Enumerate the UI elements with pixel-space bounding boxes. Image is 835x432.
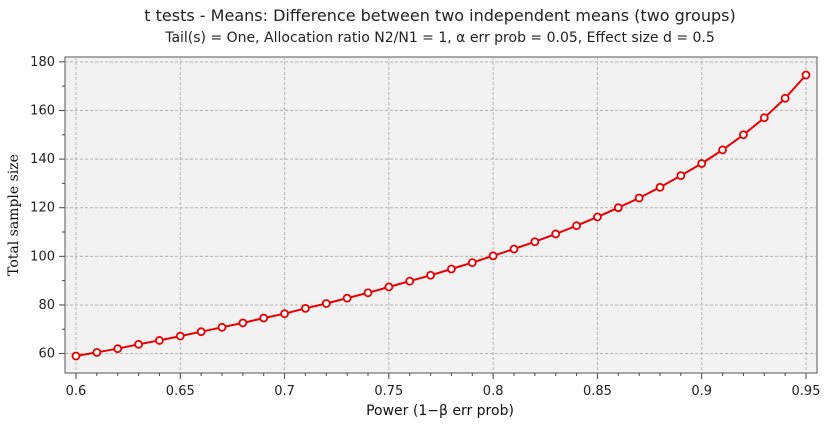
- data-point: [259, 313, 269, 323]
- x-tick-label: 0.75: [374, 384, 403, 399]
- x-tick-label: 0.7: [274, 384, 295, 399]
- y-tick-labels: 60 80 100 120 140 160 180: [30, 55, 55, 362]
- data-point: [196, 327, 206, 337]
- chart-title: t tests - Means: Difference between two …: [144, 6, 735, 25]
- data-point: [697, 159, 707, 168]
- x-tick-label: 0.85: [583, 384, 612, 399]
- axis-ticks: [59, 61, 807, 379]
- data-point: [113, 344, 123, 354]
- y-axis-label: Total sample size: [6, 154, 22, 276]
- data-point: [676, 171, 686, 181]
- data-point: [71, 351, 81, 361]
- data-point: [280, 309, 289, 319]
- y-tick-label: 100: [30, 249, 55, 264]
- data-point: [593, 212, 602, 222]
- data-point: [426, 270, 435, 280]
- y-tick-label: 140: [30, 152, 55, 167]
- x-tick-label: 0.65: [166, 384, 195, 399]
- data-point: [655, 182, 665, 192]
- data-points: [71, 70, 811, 361]
- data-point: [175, 331, 185, 341]
- x-tick-label: 0.95: [792, 384, 821, 399]
- data-point: [780, 93, 790, 103]
- data-point: [613, 203, 623, 213]
- x-tick-label: 0.6: [66, 384, 87, 399]
- data-point: [321, 299, 331, 308]
- data-point: [530, 237, 540, 247]
- data-point: [238, 318, 248, 328]
- y-tick-label: 120: [30, 201, 55, 216]
- data-point: [488, 251, 498, 261]
- data-point: [718, 145, 727, 155]
- x-axis-label: Power (1−β err prob): [366, 403, 514, 419]
- x-tick-label: 0.8: [483, 384, 504, 399]
- chart-subtitle: Tail(s) = One, Allocation ratio N2/N1 = …: [164, 30, 715, 46]
- data-point: [509, 244, 519, 254]
- data-point: [363, 288, 373, 298]
- data-point: [301, 303, 310, 313]
- data-point: [217, 322, 227, 332]
- data-point: [405, 276, 415, 286]
- y-tick-label: 80: [38, 298, 55, 313]
- x-tick-labels: 0.6 0.65 0.7 0.75 0.8 0.85 0.9 0.95: [66, 384, 821, 399]
- data-point: [551, 229, 561, 239]
- data-point: [572, 221, 581, 231]
- data-point: [447, 264, 456, 274]
- data-point: [92, 347, 102, 357]
- data-point: [801, 70, 811, 80]
- data-point: [342, 293, 352, 303]
- data-point: [384, 282, 394, 292]
- data-point: [155, 336, 164, 345]
- y-tick-label: 60: [38, 347, 55, 362]
- data-point: [467, 258, 477, 268]
- x-tick-label: 0.9: [691, 384, 712, 399]
- data-point: [134, 339, 143, 349]
- data-point: [634, 193, 644, 203]
- grid-lines: [65, 57, 817, 373]
- y-tick-label: 180: [30, 55, 55, 70]
- data-point: [739, 130, 748, 140]
- plot-area: [64, 56, 818, 374]
- y-tick-label: 160: [30, 103, 55, 118]
- data-point: [759, 113, 769, 123]
